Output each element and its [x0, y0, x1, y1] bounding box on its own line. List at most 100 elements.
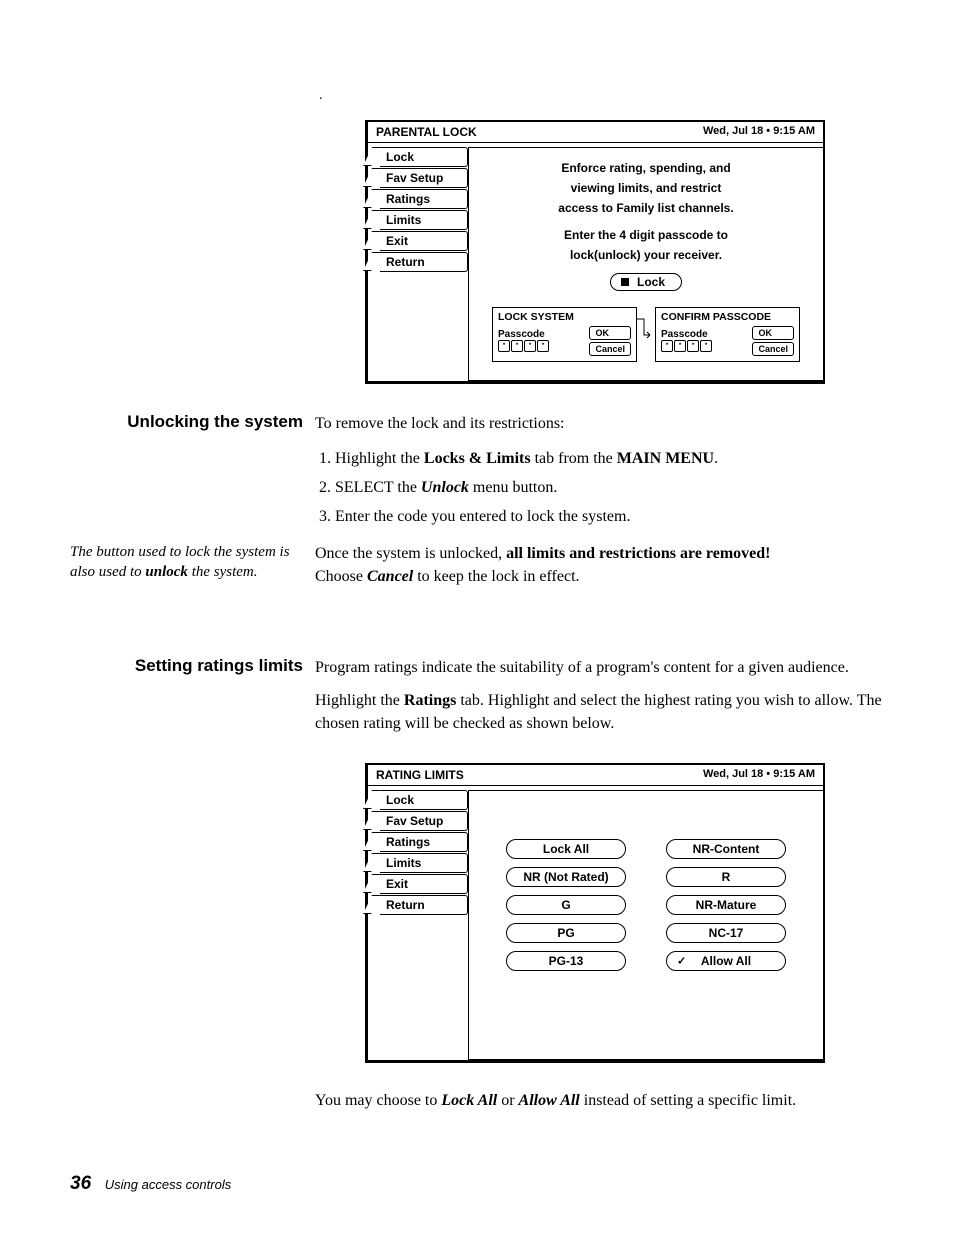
- tab-limits[interactable]: Limits: [380, 210, 468, 230]
- ratings-section: Setting ratings limits Program ratings i…: [70, 656, 884, 746]
- stray-dot: .: [319, 88, 323, 104]
- lock-system-subpanel: LOCK SYSTEM Passcode * * * *: [492, 307, 637, 362]
- rating-allow-all[interactable]: ✓ Allow All: [666, 951, 786, 971]
- stop-icon: [621, 278, 629, 286]
- arrow-icon: [636, 315, 656, 339]
- text: menu button.: [469, 479, 557, 496]
- check-icon: ✓: [677, 955, 686, 968]
- rating-limits-panel: RATING LIMITS Wed, Jul 18 • 9:15 AM Lock…: [365, 763, 825, 1063]
- digit-box[interactable]: *: [700, 340, 712, 352]
- text-bold: all limits and restrictions are removed!: [506, 545, 770, 562]
- lock-button-label: Lock: [637, 275, 665, 289]
- rating-nr[interactable]: NR (Not Rated): [506, 867, 626, 887]
- passcode-label: Passcode: [498, 329, 549, 340]
- rating-nr-mature[interactable]: NR-Mature: [666, 895, 786, 915]
- digit-box[interactable]: *: [524, 340, 536, 352]
- panel-body: Lock Fav Setup Ratings Limits Exit Retur…: [368, 786, 823, 1060]
- text: the system.: [188, 564, 258, 580]
- page: . PARENTAL LOCK Wed, Jul 18 • 9:15 AM Lo…: [0, 0, 954, 1235]
- msg-line: Enforce rating, spending, and: [477, 160, 815, 176]
- text-bold-ital: Allow All: [519, 1092, 580, 1109]
- msg-line: lock(unlock) your receiver.: [477, 247, 815, 263]
- rating-pg13[interactable]: PG-13: [506, 951, 626, 971]
- page-number: 36: [70, 1173, 91, 1194]
- rating-g[interactable]: G: [506, 895, 626, 915]
- panel-title: PARENTAL LOCK: [376, 125, 477, 139]
- panel-content: Enforce rating, spending, and viewing li…: [468, 147, 823, 381]
- rating-nr-content[interactable]: NR-Content: [666, 839, 786, 859]
- panel-content: Lock All NR (Not Rated) G PG PG-13 NR-Co…: [468, 790, 823, 1060]
- rating-col-right: NR-Content R NR-Mature NC-17 ✓ Allow All: [666, 839, 786, 971]
- ok-button[interactable]: OK: [589, 326, 631, 340]
- unlock-intro: To remove the lock and its restrictions:: [315, 412, 884, 435]
- closing-text: You may choose to Lock All or Allow All …: [315, 1089, 884, 1112]
- tab-fav-setup[interactable]: Fav Setup: [380, 168, 468, 188]
- rating-pg[interactable]: PG: [506, 923, 626, 943]
- text: Choose: [315, 568, 367, 585]
- step-2: SELECT the Unlock menu button.: [335, 474, 884, 503]
- panel-tabs: Lock Fav Setup Ratings Limits Exit Retur…: [368, 143, 468, 381]
- digit-box[interactable]: *: [674, 340, 686, 352]
- tab-return[interactable]: Return: [380, 895, 468, 915]
- tab-exit[interactable]: Exit: [380, 231, 468, 251]
- digit-box[interactable]: *: [661, 340, 673, 352]
- text-bold: Ratings: [404, 692, 456, 709]
- cancel-button[interactable]: Cancel: [589, 342, 631, 356]
- passcode-label: Passcode: [661, 329, 712, 340]
- side-note: The button used to lock the system is al…: [70, 542, 303, 583]
- panel-title: RATING LIMITS: [376, 768, 464, 782]
- tab-lock[interactable]: Lock: [380, 147, 468, 167]
- cancel-button[interactable]: Cancel: [752, 342, 794, 356]
- text: tab from the: [531, 450, 617, 467]
- step-1: Highlight the Locks & Limits tab from th…: [335, 445, 884, 474]
- text: SELECT the: [335, 479, 421, 496]
- rating-col-left: Lock All NR (Not Rated) G PG PG-13: [506, 839, 626, 971]
- msg-line: Enter the 4 digit passcode to: [477, 227, 815, 243]
- tab-limits[interactable]: Limits: [380, 853, 468, 873]
- unlock-steps: Highlight the Locks & Limits tab from th…: [315, 445, 884, 531]
- text: instead of setting a specific limit.: [580, 1092, 796, 1109]
- text-bold-ital: Cancel: [367, 568, 413, 585]
- sub-panels: LOCK SYSTEM Passcode * * * *: [477, 307, 815, 362]
- text: Highlight the: [335, 450, 424, 467]
- tab-fav-setup[interactable]: Fav Setup: [380, 811, 468, 831]
- tab-exit[interactable]: Exit: [380, 874, 468, 894]
- ratings-p1: Program ratings indicate the suitability…: [315, 656, 884, 679]
- confirm-passcode-subpanel: CONFIRM PASSCODE Passcode * * * *: [655, 307, 800, 362]
- subpanel-title: CONFIRM PASSCODE: [661, 311, 794, 323]
- tab-return[interactable]: Return: [380, 252, 468, 272]
- ratings-heading: Setting ratings limits: [135, 656, 303, 675]
- rating-grid: Lock All NR (Not Rated) G PG PG-13 NR-Co…: [477, 839, 815, 971]
- unlocking-heading: Unlocking the system: [127, 412, 303, 431]
- panel-timestamp: Wed, Jul 18 • 9:15 AM: [703, 768, 815, 782]
- ok-button[interactable]: OK: [752, 326, 794, 340]
- footer-section: Using access controls: [105, 1177, 231, 1192]
- text-bold-ital: Unlock: [421, 479, 469, 496]
- subpanel-title: LOCK SYSTEM: [498, 311, 631, 323]
- panel-timestamp: Wed, Jul 18 • 9:15 AM: [703, 125, 815, 139]
- msg-line: viewing limits, and restrict: [477, 180, 815, 196]
- text-bold: MAIN MENU: [617, 450, 714, 467]
- rating-label: Allow All: [701, 954, 751, 968]
- panel-header: PARENTAL LOCK Wed, Jul 18 • 9:15 AM: [368, 122, 823, 143]
- panel-header: RATING LIMITS Wed, Jul 18 • 9:15 AM: [368, 765, 823, 786]
- text: Once the system is unlocked,: [315, 545, 506, 562]
- text-bold: unlock: [145, 564, 188, 580]
- text-bold: Locks & Limits: [424, 450, 531, 467]
- text: or: [497, 1092, 518, 1109]
- rating-r[interactable]: R: [666, 867, 786, 887]
- digit-box[interactable]: *: [511, 340, 523, 352]
- digit-box[interactable]: *: [687, 340, 699, 352]
- digit-box[interactable]: *: [537, 340, 549, 352]
- tab-ratings[interactable]: Ratings: [380, 189, 468, 209]
- lock-button[interactable]: Lock: [610, 273, 682, 291]
- rating-lock-all[interactable]: Lock All: [506, 839, 626, 859]
- passcode-digits[interactable]: * * * *: [661, 340, 712, 352]
- text: to keep the lock in effect.: [413, 568, 579, 585]
- passcode-digits[interactable]: * * * *: [498, 340, 549, 352]
- tab-ratings[interactable]: Ratings: [380, 832, 468, 852]
- tab-lock[interactable]: Lock: [380, 790, 468, 810]
- text: Highlight the: [315, 692, 404, 709]
- digit-box[interactable]: *: [498, 340, 510, 352]
- rating-nc17[interactable]: NC-17: [666, 923, 786, 943]
